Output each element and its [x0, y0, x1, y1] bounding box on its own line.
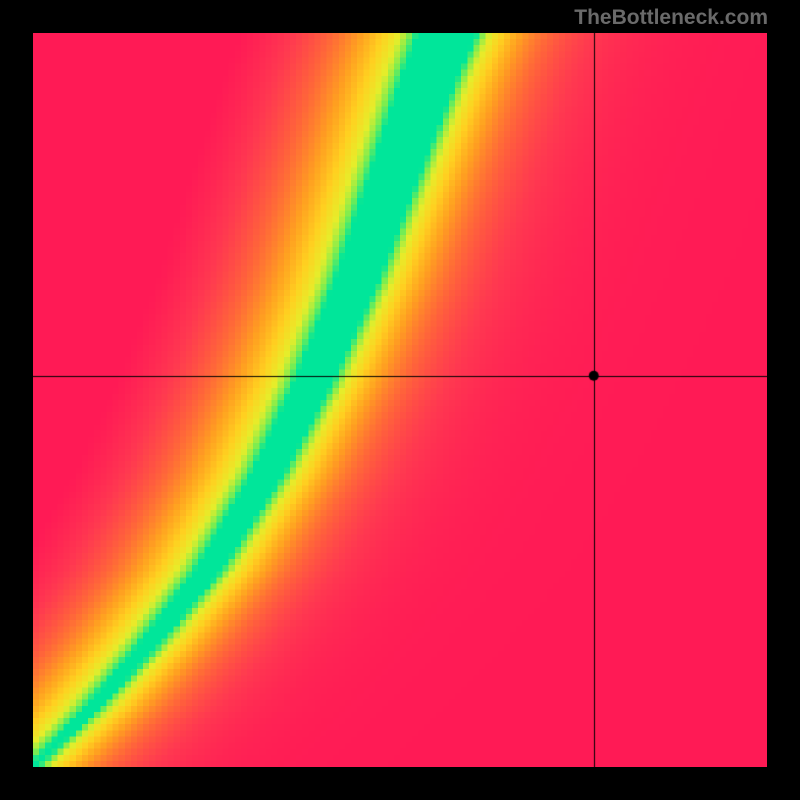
watermark-text: TheBottleneck.com [574, 6, 768, 30]
chart-container: TheBottleneck.com [0, 0, 800, 800]
crosshair-overlay [33, 33, 767, 767]
